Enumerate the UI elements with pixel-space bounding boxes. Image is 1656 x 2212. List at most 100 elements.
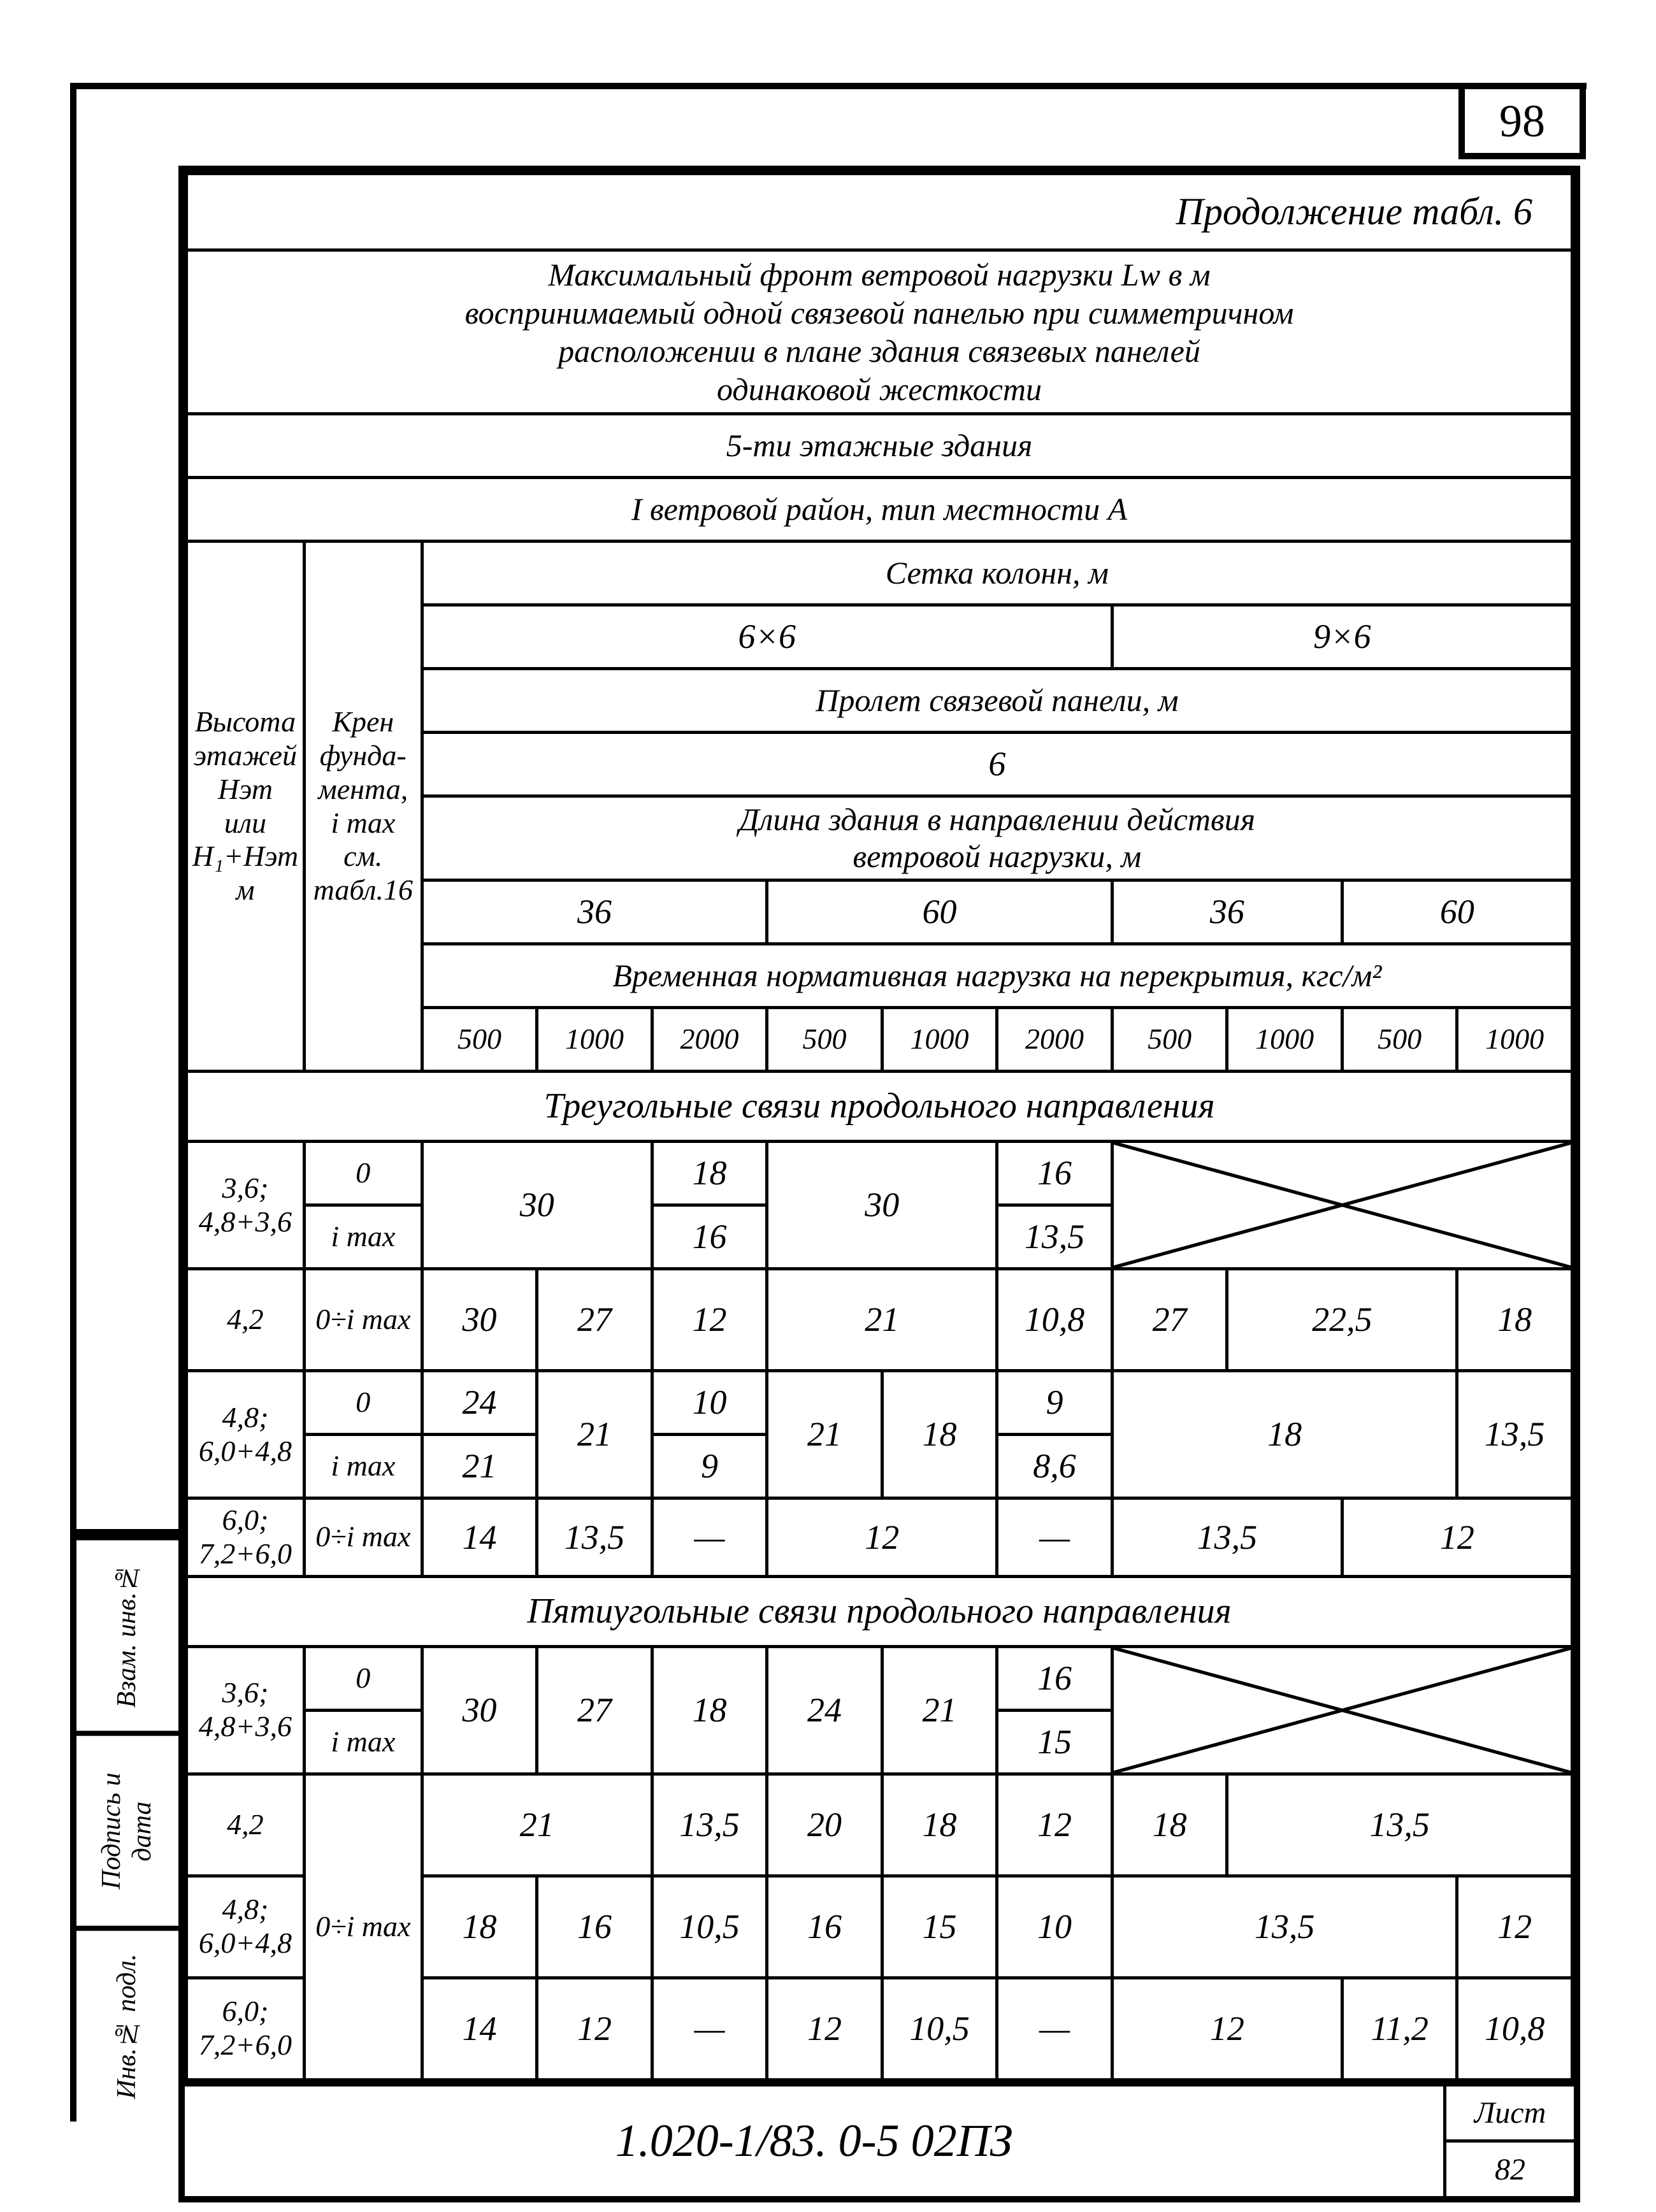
data-cell: 16 xyxy=(652,1205,767,1269)
data-cell: 27 xyxy=(537,1646,652,1774)
footer-sheet-label: Лист xyxy=(1446,2086,1574,2143)
data-cell: 16 xyxy=(997,1646,1112,1710)
load-cell: 500 xyxy=(1112,1008,1227,1072)
data-cell: 13,5 xyxy=(1227,1774,1573,1876)
load-cell: 1000 xyxy=(1227,1008,1343,1072)
data-cell: 21 xyxy=(882,1646,997,1774)
footer-code: 1.020-1/83. 0-5 02ПЗ xyxy=(185,2086,1446,2196)
data-cell: 12 xyxy=(1342,1498,1572,1577)
data-cell: 13,5 xyxy=(652,1774,767,1876)
data-cell: 21 xyxy=(767,1371,882,1498)
footer-sheet-number: 82 xyxy=(1446,2143,1574,2196)
data-cell: 10,5 xyxy=(652,1876,767,1978)
data-cell: 20 xyxy=(767,1774,882,1876)
crossed-cell xyxy=(1112,1646,1572,1774)
load-cell: 500 xyxy=(422,1008,537,1072)
data-cell: 21 xyxy=(422,1435,537,1498)
data-cell: 12 xyxy=(537,1978,652,2079)
data-cell: — xyxy=(997,1978,1112,2079)
data-cell: 8,6 xyxy=(997,1435,1112,1498)
load-cell: 1000 xyxy=(1457,1008,1573,1072)
col-height-header: Высота этажей Нэт или Н₁+Нэт м xyxy=(187,542,305,1072)
data-cell: — xyxy=(997,1498,1112,1577)
footer: 1.020-1/83. 0-5 02ПЗ Лист 82 xyxy=(185,2081,1574,2196)
data-cell: 15 xyxy=(997,1710,1112,1774)
load-cell: 500 xyxy=(767,1008,882,1072)
live-load-header: Временная нормативная нагрузка на перекр… xyxy=(422,944,1572,1008)
height-cell: 3,6; 4,8+3,6 xyxy=(187,1646,305,1774)
data-cell: 15 xyxy=(882,1876,997,1978)
data-cell: 9 xyxy=(997,1371,1112,1435)
span-header: Пролет связевой панели, м xyxy=(422,669,1572,733)
height-cell: 4,2 xyxy=(187,1269,305,1371)
len-cell: 36 xyxy=(422,880,767,944)
height-cell: 4,8; 6,0+4,8 xyxy=(187,1371,305,1498)
data-cell: 18 xyxy=(422,1876,537,1978)
data-cell: 18 xyxy=(652,1142,767,1205)
data-cell: 13,5 xyxy=(1112,1498,1342,1577)
side-stamp-cell: Инв.№ подл. xyxy=(70,1926,178,2122)
data-cell: 18 xyxy=(652,1646,767,1774)
data-cell: 13,5 xyxy=(537,1498,652,1577)
data-cell: 12 xyxy=(652,1269,767,1371)
data-cell: 9 xyxy=(652,1435,767,1498)
footer-sheet-box: Лист 82 xyxy=(1446,2086,1574,2196)
side-stamp-cell: Взам. инв.№ xyxy=(70,1535,178,1731)
tilt-cell: 0÷i max xyxy=(304,1269,422,1371)
tilt-cell: 0 xyxy=(304,1646,422,1710)
load-cell: 1000 xyxy=(537,1008,652,1072)
grid-6x6: 6×6 xyxy=(422,605,1112,669)
data-cell: 13,5 xyxy=(1457,1371,1573,1498)
data-cell: 13,5 xyxy=(997,1205,1112,1269)
col-tilt-header: Крен фунда- мента, i max см. табл.16 xyxy=(304,542,422,1072)
table-sheet: Продолжение табл. 6 Максимальный фронт в… xyxy=(178,166,1580,2202)
data-cell: 10 xyxy=(652,1371,767,1435)
load-cell: 2000 xyxy=(652,1008,767,1072)
data-cell: 14 xyxy=(422,1978,537,2079)
data-cell: 10,5 xyxy=(882,1978,997,2079)
grid-9x6: 9×6 xyxy=(1112,605,1572,669)
section1-title: Треугольные связи продольного направлени… xyxy=(187,1072,1573,1142)
data-cell: 12 xyxy=(1457,1876,1573,1978)
tilt-cell: 0÷i max xyxy=(304,1774,422,2079)
data-cell: 27 xyxy=(537,1269,652,1371)
data-cell: 18 xyxy=(1457,1269,1573,1371)
grid-header: Сетка колонн, м xyxy=(422,542,1572,605)
data-cell: 12 xyxy=(767,1498,997,1577)
data-cell: 12 xyxy=(767,1978,882,2079)
tilt-cell: 0 xyxy=(304,1371,422,1435)
height-cell: 4,2 xyxy=(187,1774,305,1876)
data-cell: 18 xyxy=(1112,1371,1457,1498)
page-number-box: 98 xyxy=(1458,83,1586,159)
data-cell: 16 xyxy=(997,1142,1112,1205)
storey-header: 5-ти этажные здания xyxy=(187,414,1573,478)
len-cell: 60 xyxy=(767,880,1112,944)
tilt-cell: i max xyxy=(304,1435,422,1498)
data-cell: 24 xyxy=(422,1371,537,1435)
data-cell: 21 xyxy=(767,1269,997,1371)
len-cell: 36 xyxy=(1112,880,1342,944)
data-cell: 10,8 xyxy=(997,1269,1112,1371)
data-cell: 22,5 xyxy=(1227,1269,1457,1371)
tilt-cell: i max xyxy=(304,1205,422,1269)
data-cell: 30 xyxy=(422,1142,652,1269)
main-caption: Максимальный фронт ветровой нагрузки Lw … xyxy=(187,250,1573,414)
main-table: Продолжение табл. 6 Максимальный фронт в… xyxy=(185,172,1574,2081)
data-cell: 10,8 xyxy=(1457,1978,1573,2079)
height-cell: 6,0; 7,2+6,0 xyxy=(187,1498,305,1577)
data-cell: 10 xyxy=(997,1876,1112,1978)
data-cell: 16 xyxy=(767,1876,882,1978)
page-number: 98 xyxy=(1499,95,1545,148)
data-cell: 30 xyxy=(422,1646,537,1774)
data-cell: 30 xyxy=(422,1269,537,1371)
tilt-cell: i max xyxy=(304,1710,422,1774)
height-cell: 6,0; 7,2+6,0 xyxy=(187,1978,305,2079)
height-cell: 4,8; 6,0+4,8 xyxy=(187,1876,305,1978)
data-cell: 18 xyxy=(882,1774,997,1876)
wind-region: I ветровой район, тип местности А xyxy=(187,478,1573,542)
data-cell: 30 xyxy=(767,1142,997,1269)
tilt-cell: 0 xyxy=(304,1142,422,1205)
data-cell: 13,5 xyxy=(1112,1876,1457,1978)
height-cell: 3,6; 4,8+3,6 xyxy=(187,1142,305,1269)
data-cell: 21 xyxy=(422,1774,652,1876)
